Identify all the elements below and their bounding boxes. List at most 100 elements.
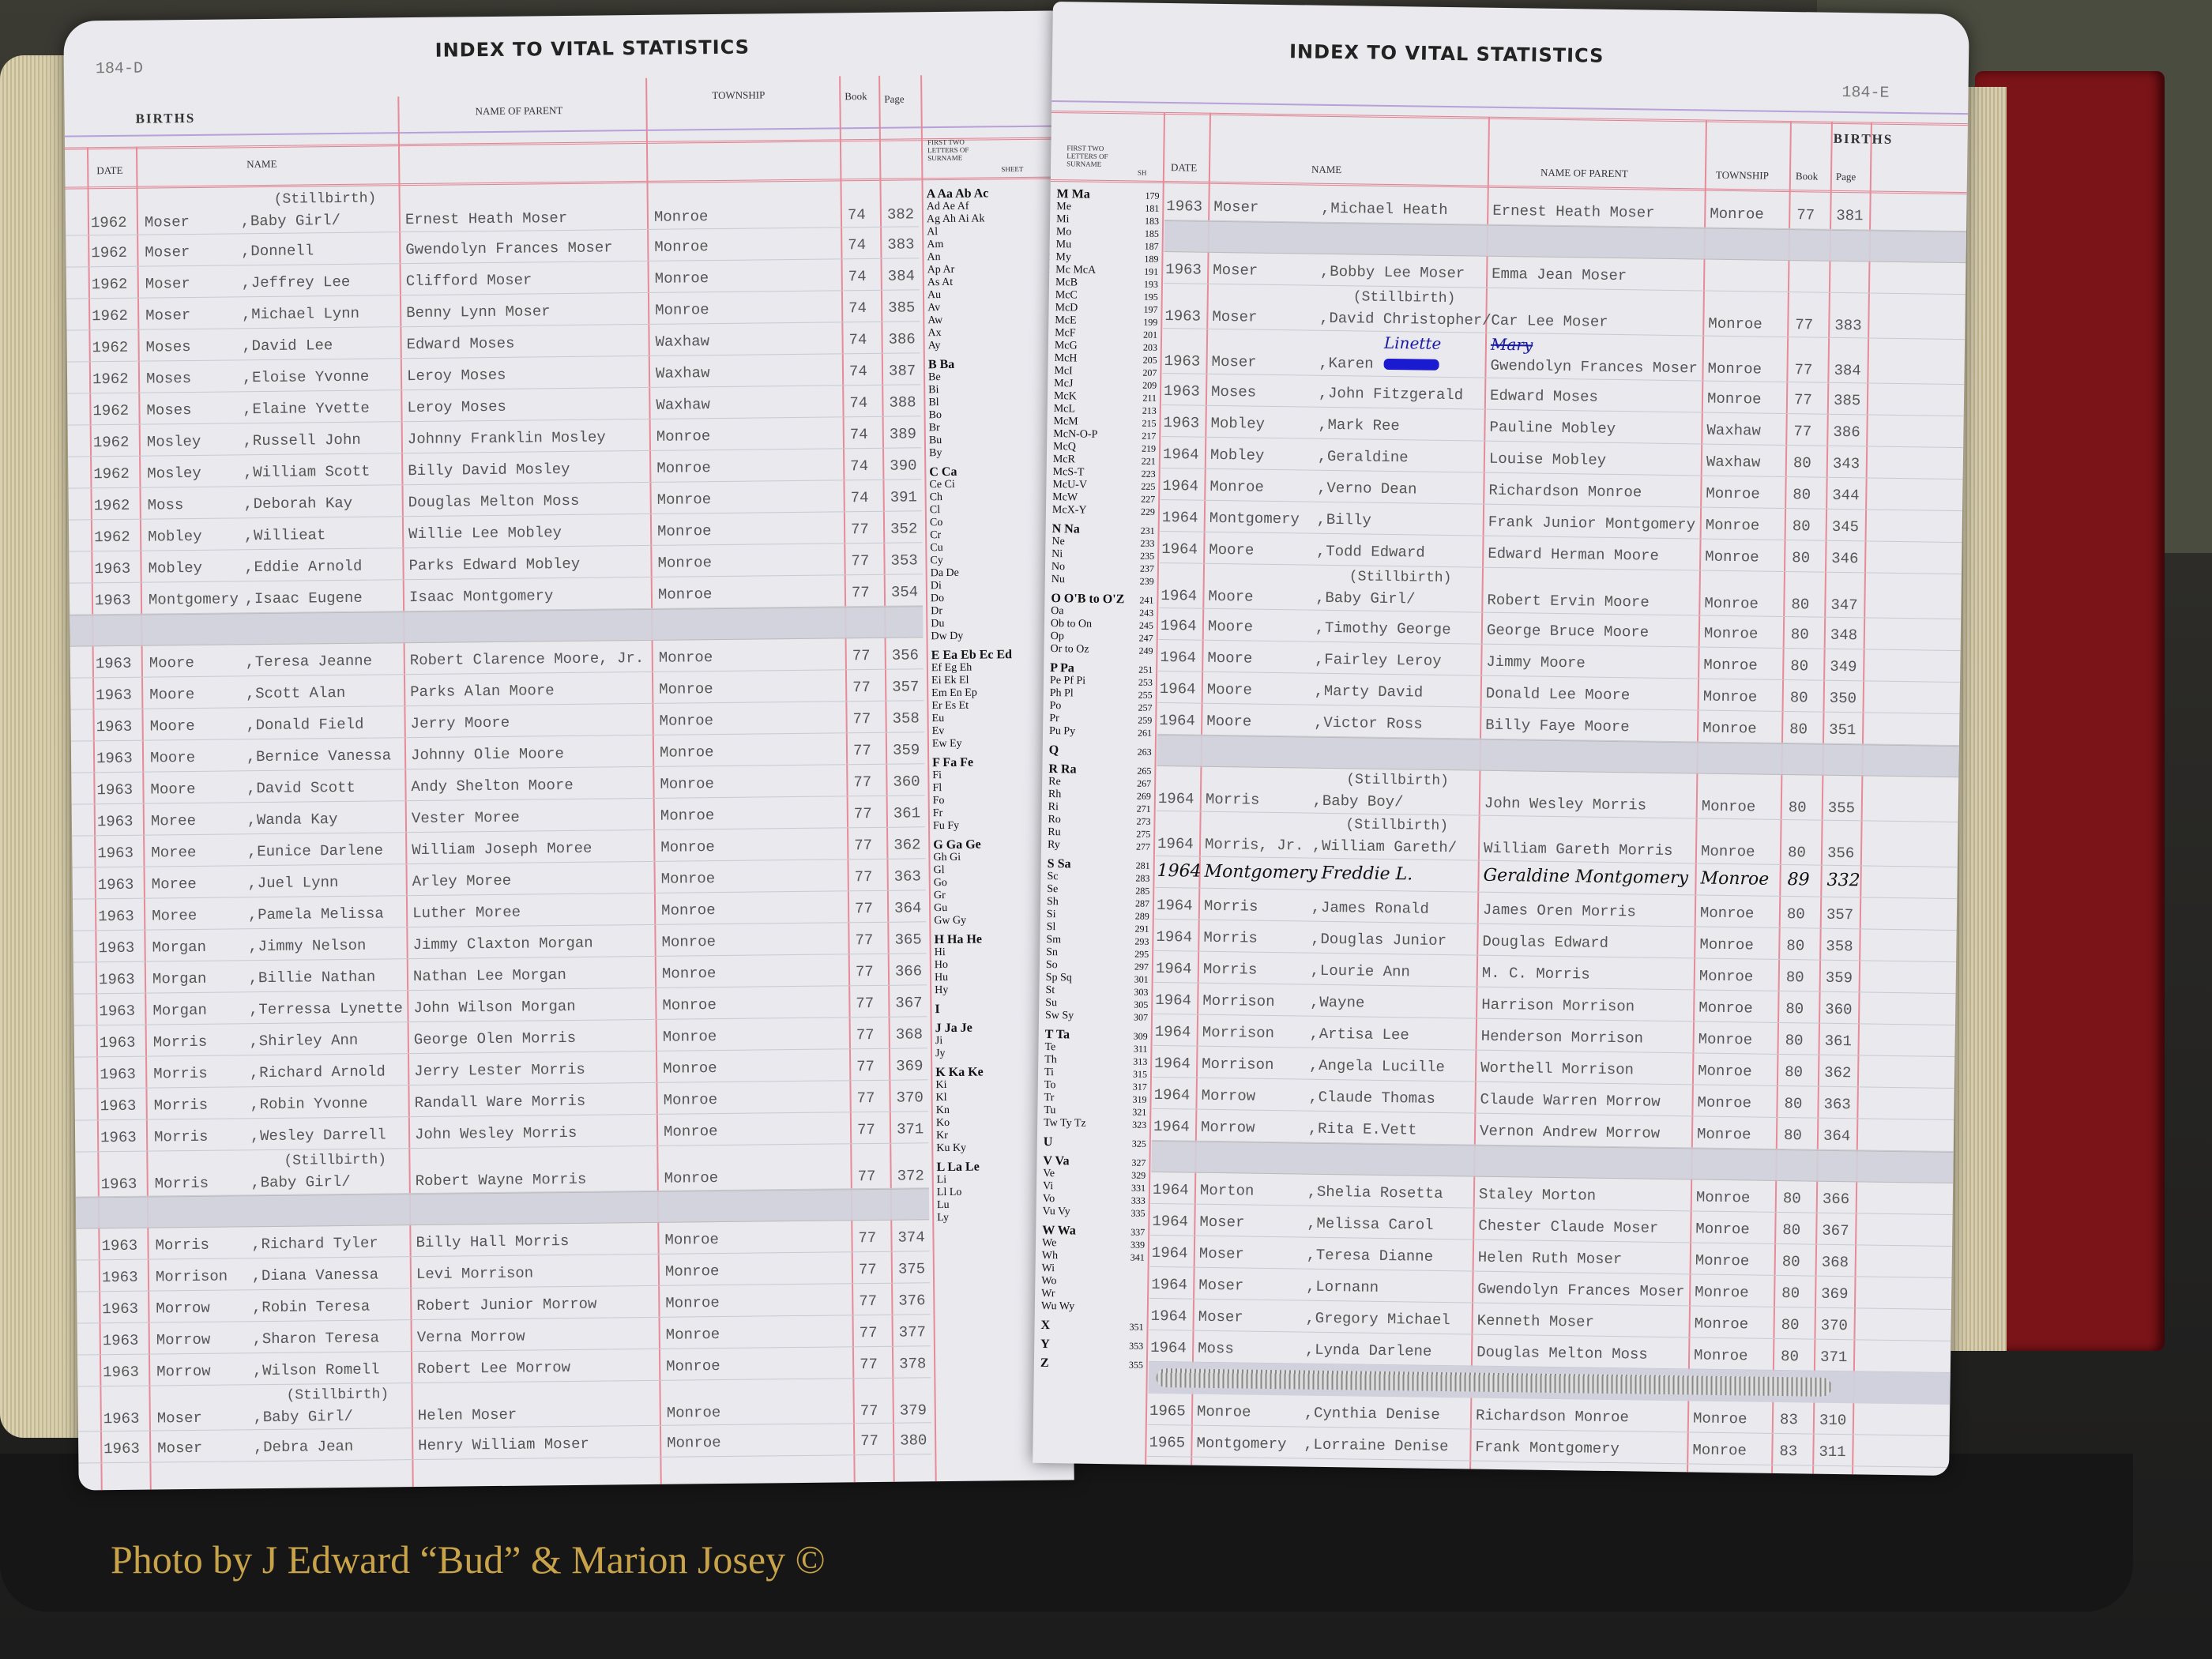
thumb-index-entry[interactable]: Ob to On 245: [1051, 618, 1153, 632]
thumb-index-entry[interactable]: To 317: [1044, 1079, 1147, 1093]
thumb-index-entry[interactable]: Do: [931, 591, 1061, 605]
thumb-index-entry[interactable]: McG 203: [1055, 340, 1157, 354]
thumb-index-entry[interactable]: Co51: [930, 515, 1060, 529]
thumb-index-entry[interactable]: Th 313: [1044, 1054, 1147, 1068]
thumb-index-entry[interactable]: McN-O-P 217: [1053, 428, 1156, 442]
thumb-index-entry[interactable]: Vo 333: [1043, 1193, 1146, 1207]
thumb-index-entry[interactable]: Sm 293: [1046, 934, 1149, 948]
thumb-index-entry[interactable]: Ax23: [927, 325, 1058, 340]
thumb-index-entry[interactable]: Bo35: [929, 408, 1059, 422]
thumb-index-entry[interactable]: Vi 331: [1043, 1180, 1146, 1194]
thumb-index-entry[interactable]: By41: [929, 446, 1059, 460]
thumb-index-entry[interactable]: W Wa 337: [1042, 1224, 1145, 1239]
thumb-index-entry[interactable]: Ti 315: [1044, 1066, 1147, 1081]
thumb-index-entry[interactable]: We 339: [1042, 1237, 1145, 1251]
thumb-index-entry[interactable]: Ce Ci45: [929, 477, 1059, 491]
thumb-index-entry[interactable]: C Ca43: [929, 465, 1059, 479]
thumb-index-entry[interactable]: McK 211: [1054, 390, 1157, 404]
thumb-index-entry[interactable]: Ph Pl 255: [1050, 687, 1153, 702]
thumb-index-entry[interactable]: Ch47: [930, 490, 1060, 504]
thumb-index-entry[interactable]: St 303: [1045, 984, 1148, 999]
thumb-index-entry[interactable]: Ay25: [928, 338, 1059, 352]
thumb-index-entry[interactable]: Ru 275: [1048, 826, 1150, 841]
thumb-index-entry[interactable]: Pr 259: [1049, 713, 1152, 727]
thumb-index-entry[interactable]: As At15: [927, 275, 1058, 289]
thumb-index-entry[interactable]: Po 257: [1049, 700, 1152, 714]
thumb-index-entry[interactable]: Tw Ty Tz 323: [1044, 1117, 1146, 1131]
thumb-index-entry[interactable]: Me 181: [1056, 201, 1159, 215]
thumb-index-entry[interactable]: Da De: [931, 566, 1061, 580]
thumb-index-entry[interactable]: Bl33: [928, 395, 1059, 409]
thumb-index-entry[interactable]: Vu Vy 335: [1042, 1206, 1145, 1220]
thumb-index-entry[interactable]: Op 247: [1051, 630, 1153, 645]
thumb-index-entry[interactable]: B Ba27: [928, 357, 1059, 371]
thumb-index-entry[interactable]: My 189: [1055, 251, 1158, 265]
thumb-index-entry[interactable]: McE 199: [1055, 314, 1157, 329]
thumb-index-entry[interactable]: Wo: [1041, 1275, 1144, 1289]
thumb-index-entry[interactable]: McB 193: [1055, 276, 1158, 291]
thumb-index-entry[interactable]: Bi31: [928, 382, 1059, 397]
thumb-index-entry[interactable]: Pu Py 261: [1049, 725, 1152, 739]
thumb-index-entry[interactable]: Ne 233: [1051, 536, 1154, 550]
thumb-index-entry[interactable]: Mo 185: [1056, 226, 1159, 240]
thumb-index-entry[interactable]: Em En Ep: [931, 686, 1062, 700]
thumb-index-entry[interactable]: No 237: [1051, 561, 1154, 575]
thumb-index-entry[interactable]: N Na 231: [1052, 522, 1155, 537]
thumb-index-entry[interactable]: Aw21: [927, 313, 1058, 327]
thumb-index-entry[interactable]: O O'B to O'Z 241: [1051, 592, 1153, 607]
thumb-index-entry[interactable]: Be29: [928, 370, 1059, 384]
thumb-index-entry[interactable]: Q 263: [1049, 743, 1152, 758]
thumb-index-entry[interactable]: R Ra 265: [1048, 762, 1151, 777]
thumb-index-entry[interactable]: P Pa 251: [1050, 661, 1153, 676]
thumb-index-entry[interactable]: Sh 287: [1047, 896, 1149, 910]
thumb-index-entry[interactable]: Ag Ah Ai Ak5: [927, 212, 1057, 226]
thumb-index-entry[interactable]: McL 213: [1054, 403, 1157, 417]
thumb-index-entry[interactable]: Dw Dy: [931, 629, 1061, 643]
thumb-index-entry[interactable]: Br37: [929, 420, 1059, 434]
thumb-index-entry[interactable]: McJ 209: [1054, 378, 1157, 392]
thumb-index-entry[interactable]: Cy57: [930, 553, 1060, 567]
thumb-index-entry[interactable]: Wr: [1041, 1288, 1144, 1302]
thumb-index-entry[interactable]: Ri 271: [1048, 801, 1151, 815]
thumb-index-entry[interactable]: Ei Ek El: [931, 673, 1062, 687]
thumb-index-entry[interactable]: Su 305: [1045, 997, 1148, 1011]
thumb-index-entry[interactable]: Wu Wy: [1041, 1300, 1144, 1315]
thumb-index-entry[interactable]: Sn 295: [1046, 946, 1149, 961]
thumb-index-entry[interactable]: McF 201: [1055, 327, 1157, 341]
thumb-index-entry[interactable]: Re 267: [1048, 776, 1151, 790]
thumb-index-entry[interactable]: U 325: [1044, 1135, 1146, 1150]
thumb-index-entry[interactable]: Cu55: [930, 540, 1060, 555]
thumb-index-entry[interactable]: Se 285: [1047, 883, 1149, 897]
thumb-index-entry[interactable]: A Aa Ab Ac1: [927, 186, 1057, 201]
thumb-index-entry[interactable]: Ro 273: [1048, 814, 1150, 828]
thumb-index-entry[interactable]: Rh 269: [1048, 788, 1151, 803]
thumb-index-entry[interactable]: Sc 283: [1047, 871, 1149, 885]
thumb-index-entry[interactable]: Cl49: [930, 502, 1060, 517]
thumb-index-entry[interactable]: McQ 219: [1053, 441, 1156, 455]
thumb-index-entry[interactable]: Z 355: [1040, 1356, 1143, 1371]
thumb-index-entry[interactable]: Cr53: [930, 528, 1060, 542]
thumb-index-entry[interactable]: Ve 329: [1043, 1168, 1146, 1182]
thumb-index-entry[interactable]: Di: [931, 578, 1061, 592]
thumb-index-entry[interactable]: Ry 277: [1048, 839, 1150, 853]
thumb-index-entry[interactable]: M Ma 179: [1056, 187, 1159, 202]
thumb-index-entry[interactable]: McD 197: [1055, 302, 1157, 316]
thumb-index-entry[interactable]: V Va 327: [1043, 1154, 1146, 1169]
thumb-index-entry[interactable]: Du: [931, 616, 1061, 630]
thumb-index-entry[interactable]: S Sa 281: [1048, 857, 1150, 872]
thumb-index-entry[interactable]: An11: [927, 250, 1057, 264]
thumb-index-entry[interactable]: Wh 341: [1042, 1250, 1145, 1264]
thumb-index-entry[interactable]: Or to Oz 249: [1050, 643, 1153, 657]
thumb-index-entry[interactable]: McU-V 225: [1052, 479, 1155, 493]
thumb-index-entry[interactable]: Pe Pf Pi 253: [1050, 675, 1153, 689]
thumb-index-entry[interactable]: Mi 183: [1056, 213, 1159, 228]
thumb-index-entry[interactable]: Mc McA 191: [1055, 264, 1158, 278]
thumb-index-entry[interactable]: Nu 239: [1051, 574, 1154, 588]
thumb-index-entry[interactable]: Al7: [927, 224, 1057, 239]
thumb-index-entry[interactable]: Wi: [1041, 1262, 1144, 1277]
thumb-index-entry[interactable]: McW 227: [1052, 491, 1155, 506]
thumb-index-entry[interactable]: McX-Y 229: [1052, 504, 1155, 518]
thumb-index-entry[interactable]: Ad Ae Af3: [927, 199, 1057, 213]
thumb-index-entry[interactable]: McC 195: [1055, 289, 1158, 303]
thumb-index-entry[interactable]: Sp Sq 301: [1046, 972, 1149, 986]
